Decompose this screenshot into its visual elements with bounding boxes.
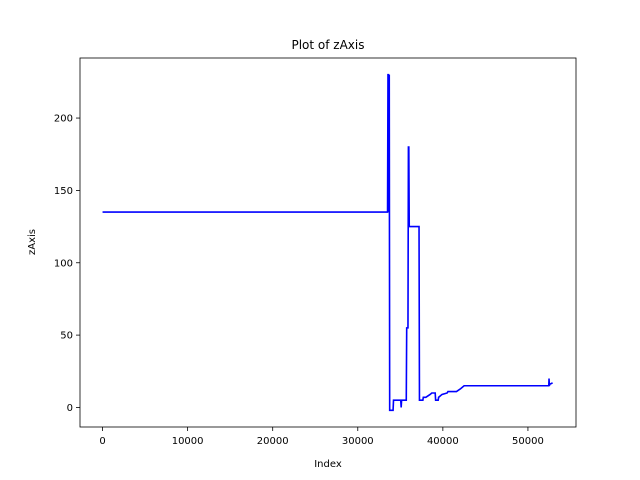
y-tick-label: 0 xyxy=(67,403,73,414)
x-tick-label: 20000 xyxy=(257,436,289,447)
y-tick-label: 150 xyxy=(54,186,73,197)
plot-area xyxy=(79,57,577,428)
x-tick-label: 30000 xyxy=(342,436,374,447)
y-tick-label: 50 xyxy=(60,331,73,342)
x-tick-label: 40000 xyxy=(427,436,459,447)
chart-title: Plot of zAxis xyxy=(291,38,364,52)
series-layer xyxy=(102,73,553,412)
x-tick-label: 50000 xyxy=(512,436,544,447)
y-axis: 0 50 100 150 200 xyxy=(54,114,80,414)
x-tick-label: 10000 xyxy=(172,436,204,447)
x-tick-label: 0 xyxy=(99,436,105,447)
y-axis-title: zAxis xyxy=(27,229,38,255)
y-tick-label: 100 xyxy=(54,258,73,269)
y-tick-label: 200 xyxy=(54,114,73,125)
x-axis-title: Index xyxy=(314,459,342,470)
plot-frame xyxy=(79,57,577,428)
x-axis: 0 10000 20000 30000 40000 50000 xyxy=(99,427,544,447)
series-line-0 xyxy=(102,73,553,412)
